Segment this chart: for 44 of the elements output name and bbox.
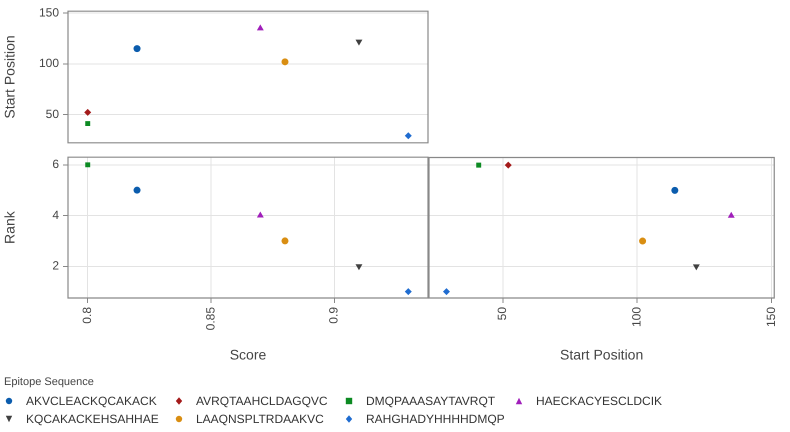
- point: [355, 264, 362, 270]
- y-tick-label: 50: [46, 106, 60, 121]
- point: [84, 108, 92, 116]
- legend-label: DMQPAAASAYTAVRQT: [366, 394, 496, 408]
- x-tick-label: 0.85: [203, 306, 218, 330]
- point: [256, 24, 264, 30]
- x-tick-label: 50: [495, 306, 510, 320]
- y-axis-title: Start Position: [1, 35, 18, 119]
- legend-label: LAAQNSPLTRDAAKVC: [196, 412, 324, 426]
- y-tick-label: 6: [52, 157, 60, 172]
- x-axis-title: Start Position: [560, 346, 644, 362]
- point: [639, 238, 646, 245]
- x-tick-label: 150: [764, 306, 778, 328]
- point: [134, 45, 141, 52]
- point: [355, 40, 362, 46]
- y-tick-label: 2: [52, 258, 60, 273]
- y-tick-label: 150: [38, 6, 60, 20]
- point: [692, 264, 700, 270]
- x-tick-label: 0.9: [326, 306, 341, 324]
- y-tick-label: 100: [38, 56, 60, 70]
- point: [404, 288, 412, 296]
- x-tick-label: 100: [630, 306, 644, 328]
- legend-title: Epitope Sequence: [4, 376, 95, 388]
- point: [476, 162, 482, 168]
- legend-label: AKVCLEACKQCAKACK: [26, 394, 157, 408]
- y-axis-title: Rank: [1, 210, 18, 244]
- x-axis-title: Score: [230, 346, 266, 362]
- point: [134, 186, 141, 194]
- point: [85, 162, 90, 168]
- point: [281, 58, 288, 66]
- point: [442, 288, 450, 296]
- point: [504, 162, 512, 169]
- legend-label: RAHGHADYHHHHDMQP: [366, 412, 505, 426]
- legend-label: KQCAKACKEHSAHHAE: [26, 412, 159, 426]
- point: [85, 121, 90, 126]
- point: [256, 212, 264, 218]
- legend-label: AVRQTAAHCLDAGQVC: [196, 394, 328, 408]
- point: [671, 186, 678, 194]
- point: [728, 212, 735, 218]
- point: [281, 237, 288, 244]
- x-tick-label: 0.8: [80, 306, 94, 324]
- legend-label: HAECKACYESCLDCIK: [536, 394, 662, 408]
- y-tick-label: 4: [52, 208, 60, 222]
- point: [404, 132, 412, 140]
